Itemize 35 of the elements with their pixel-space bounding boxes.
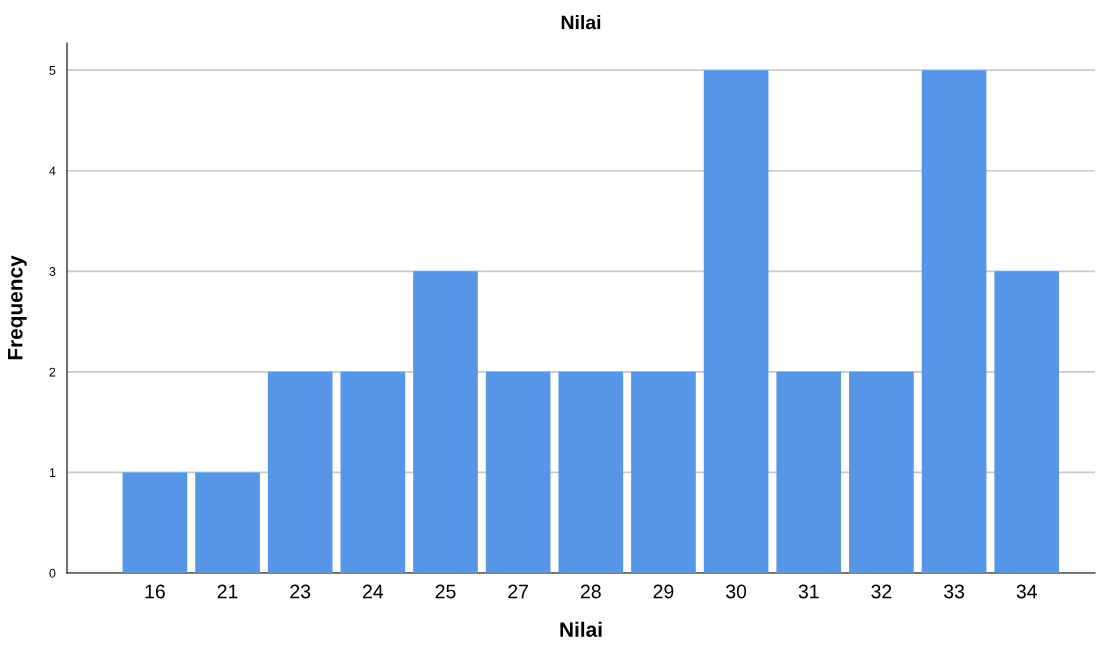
x-tick-label: 28 (580, 584, 601, 599)
y-tick-label: 3 (49, 267, 56, 276)
bar (122, 472, 188, 573)
bar (849, 371, 914, 573)
bar (558, 371, 624, 573)
bar (340, 371, 406, 573)
x-tick-label: 16 (145, 584, 165, 599)
bar (921, 70, 987, 573)
x-tick-label: 32 (871, 584, 892, 599)
y-axis-title: Frequency (8, 255, 27, 360)
y-tick-label: 0 (49, 568, 56, 578)
x-tick-label: 24 (363, 584, 384, 599)
x-tick-label: 34 (1016, 584, 1037, 599)
bar (267, 371, 333, 573)
bar (994, 271, 1060, 573)
x-tick-label: 30 (726, 584, 747, 599)
x-tick-label: 31 (798, 584, 819, 599)
x-tick-label: 27 (508, 584, 528, 599)
bar (703, 70, 769, 573)
x-tick-label: 29 (653, 584, 674, 599)
x-tick-label: 33 (943, 584, 965, 599)
bar (776, 371, 842, 573)
bar (413, 271, 478, 573)
y-tick-label: 2 (49, 367, 56, 377)
x-axis-title: Nilai (560, 621, 602, 637)
x-tick-label: 21 (217, 584, 238, 599)
bar (195, 472, 260, 573)
x-tick-label: 23 (290, 584, 311, 599)
x-tick-label: 25 (435, 584, 456, 599)
y-tick-label: 4 (49, 166, 56, 176)
bar (631, 371, 696, 573)
y-tick-label: 1 (49, 468, 56, 477)
bar (485, 371, 551, 573)
chart-title: Nilai (561, 15, 601, 30)
y-tick-label: 5 (49, 66, 56, 75)
